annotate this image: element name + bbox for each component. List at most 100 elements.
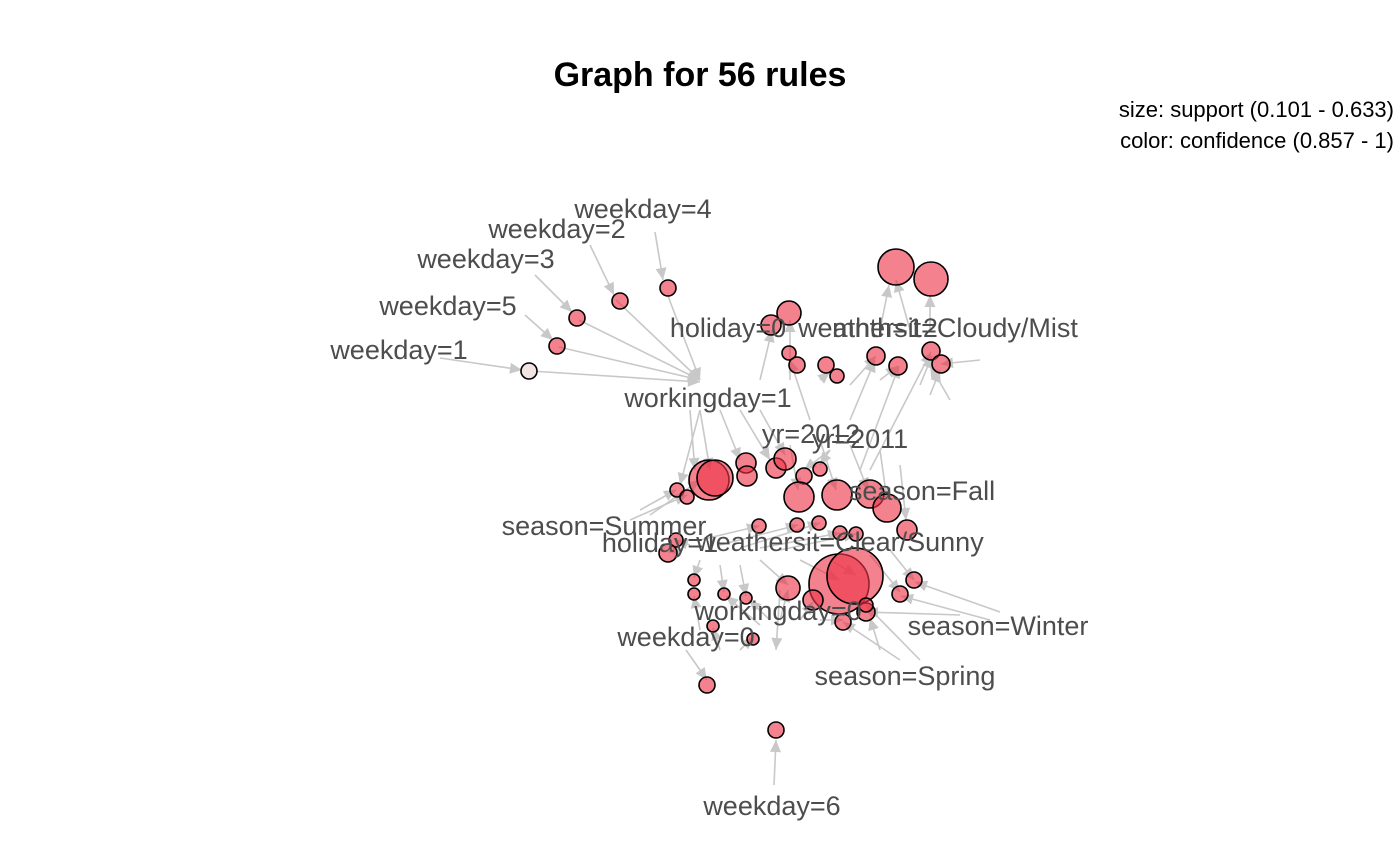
item-label-season-fall: season=Fall (849, 476, 995, 506)
rule-edge (719, 524, 799, 546)
item-label-weekday-0: weekday=0 (616, 622, 754, 652)
edge-arrowhead (899, 507, 911, 520)
rule-edge (859, 365, 900, 471)
edge-arrowhead (769, 740, 781, 753)
edge-arrowhead (716, 579, 728, 592)
edge-arrowhead (688, 457, 700, 470)
rule-edge (615, 299, 701, 381)
rule-node (848, 526, 864, 542)
rule-edge (739, 522, 821, 549)
rule-node (858, 597, 874, 613)
rule-node (783, 481, 815, 513)
rule-node (717, 587, 731, 601)
rule-edge (679, 409, 701, 486)
legend-color-line: color: confidence (0.857 - 1) (1120, 128, 1394, 153)
rule-node (696, 459, 734, 497)
rule-node (834, 613, 852, 631)
rule-nodes-layer (520, 248, 951, 739)
edge-arrowhead (771, 637, 783, 650)
rule-node (817, 356, 835, 374)
item-label-season-winter: season=Winter (908, 611, 1089, 641)
edge-arrowhead (655, 267, 667, 280)
item-label-holiday-1: holiday=1 (602, 528, 718, 558)
item-label-month-12: mnth=12 (832, 313, 938, 343)
item-label-weekday-1: weekday=1 (329, 335, 467, 365)
rule-node (611, 292, 629, 310)
rule-edge (869, 351, 932, 471)
rule-node (872, 493, 902, 523)
rule-node (760, 314, 782, 336)
rule-edge (865, 611, 961, 616)
rule-node (687, 587, 701, 601)
edge-arrowhead (817, 372, 830, 384)
rule-edge (900, 595, 991, 621)
item-label-holiday-0: holiday=0 (670, 313, 786, 343)
edge-arrowhead (749, 600, 762, 613)
item-label-weathersit-clear: weathersit=Clear/Sunny (695, 527, 984, 557)
rule-node (913, 261, 949, 297)
rule-node (931, 354, 951, 374)
rule-edge (578, 319, 701, 381)
rule-node (736, 465, 758, 487)
graph-title: Graph for 56 rules (553, 56, 847, 94)
item-label-weekday-6: weekday=6 (702, 791, 840, 821)
rule-node (811, 515, 827, 531)
rule-node (687, 573, 701, 587)
edge-arrowhead (687, 375, 700, 387)
rule-node (866, 346, 886, 366)
rule-edge (667, 295, 701, 381)
rule-node (877, 248, 915, 286)
rule-node (921, 341, 941, 361)
rule-node (548, 337, 566, 355)
item-label-workingday-0: workingday=0 (693, 596, 861, 626)
rule-node (706, 619, 720, 633)
legend: size: support (0.101 - 0.633) color: con… (1119, 94, 1394, 156)
rule-edge (530, 370, 701, 383)
legend-size-line: size: support (0.101 - 0.633) (1118, 97, 1394, 122)
rule-node (789, 517, 805, 533)
rule-node (568, 309, 586, 327)
item-label-yr-2012: yr=2012 (762, 419, 860, 449)
item-label-weekday-3: weekday=3 (416, 244, 554, 274)
rule-edge (759, 532, 841, 549)
rule-node (679, 489, 695, 505)
rule-node (781, 345, 797, 361)
rule-edge (558, 346, 701, 381)
edge-arrowhead (759, 446, 770, 460)
rule-node (698, 676, 716, 694)
edge-arrowhead (540, 327, 553, 340)
item-label-season-summer: season=Summer (502, 511, 707, 541)
edge-arrowhead (603, 281, 614, 295)
rule-node (826, 547, 884, 605)
edge-arrowhead (784, 320, 796, 332)
rule-node (832, 525, 848, 541)
edge-arrowhead (726, 596, 739, 608)
rule-node (767, 721, 785, 739)
item-label-workingday-1: workingday=1 (623, 383, 791, 413)
rule-edge (914, 581, 1001, 613)
item-label-season-spring: season=Spring (815, 661, 996, 691)
edge-arrowhead (881, 285, 893, 298)
rule-node (896, 519, 918, 541)
rule-node (659, 279, 677, 297)
rule-node (821, 479, 853, 511)
rule-node (776, 300, 802, 326)
rule-node (812, 461, 828, 477)
rule-node (773, 447, 797, 471)
edge-arrowhead (677, 471, 689, 485)
rule-node (891, 585, 909, 603)
edge-arrowhead (690, 366, 701, 380)
rule-node (751, 518, 767, 534)
rule-node (520, 362, 538, 380)
item-label-weekday-5: weekday=5 (378, 291, 516, 321)
item-label-yr-2011: yr=2011 (812, 424, 908, 454)
rule-node (668, 532, 684, 548)
rule-node (829, 368, 845, 384)
rule-node (905, 571, 923, 589)
rule-node (746, 632, 760, 646)
edge-arrowhead (924, 295, 936, 307)
rule-node (775, 575, 801, 601)
rule-edge (439, 357, 523, 371)
